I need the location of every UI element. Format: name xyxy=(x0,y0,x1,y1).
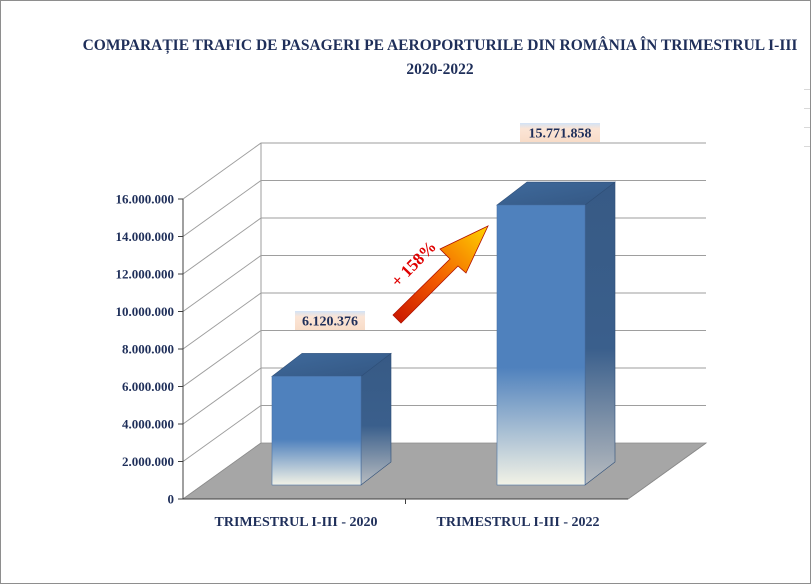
bar xyxy=(496,204,586,486)
sheet-gridline xyxy=(804,108,810,109)
sheet-gridline xyxy=(804,146,810,147)
x-axis: TRIMESTRUL I-III - 2020 TRIMESTRUL I-III … xyxy=(215,515,600,530)
y-tick-label: 12.000.000 xyxy=(116,267,175,282)
data-label: 6.120.376 xyxy=(302,315,358,330)
chart-floor xyxy=(181,442,708,500)
y-tick-label: 14.000.000 xyxy=(116,229,175,244)
x-category-label: TRIMESTRUL I-III - 2022 xyxy=(437,515,600,530)
bar-side xyxy=(584,181,616,486)
y-tick-label: 0 xyxy=(168,492,175,507)
bar-series xyxy=(271,181,616,486)
growth-arrow xyxy=(392,225,489,324)
sheet-gridline xyxy=(804,127,810,128)
y-tick-label: 6.000.000 xyxy=(122,379,174,394)
y-tick-label: 16.000.000 xyxy=(116,192,175,207)
growth-annotation: + 158% xyxy=(387,225,489,324)
y-tick-label: 8.000.000 xyxy=(122,342,174,357)
data-label-box xyxy=(295,311,365,330)
y-tick-label: 4.000.000 xyxy=(122,417,174,432)
y-tick-label: 10.000.000 xyxy=(116,304,175,319)
chart-title: COMPARAȚIE TRAFIC DE PASAGERI PE AEROPOR… xyxy=(82,37,798,78)
y-tick-label: 2.000.000 xyxy=(122,454,174,469)
data-label-box xyxy=(520,123,600,142)
x-category-label: TRIMESTRUL I-III - 2020 xyxy=(215,515,378,530)
bar xyxy=(271,376,362,486)
sheet-gridline xyxy=(804,89,810,90)
chart-floor-plane xyxy=(181,442,708,500)
y-axis: 0 2.000.000 4.000.000 6.000.000 8.000.000 10.… xyxy=(116,192,628,507)
data-label: 15.771.858 xyxy=(529,127,592,142)
data-labels: 6.120.376 15.771.858 xyxy=(295,123,600,330)
